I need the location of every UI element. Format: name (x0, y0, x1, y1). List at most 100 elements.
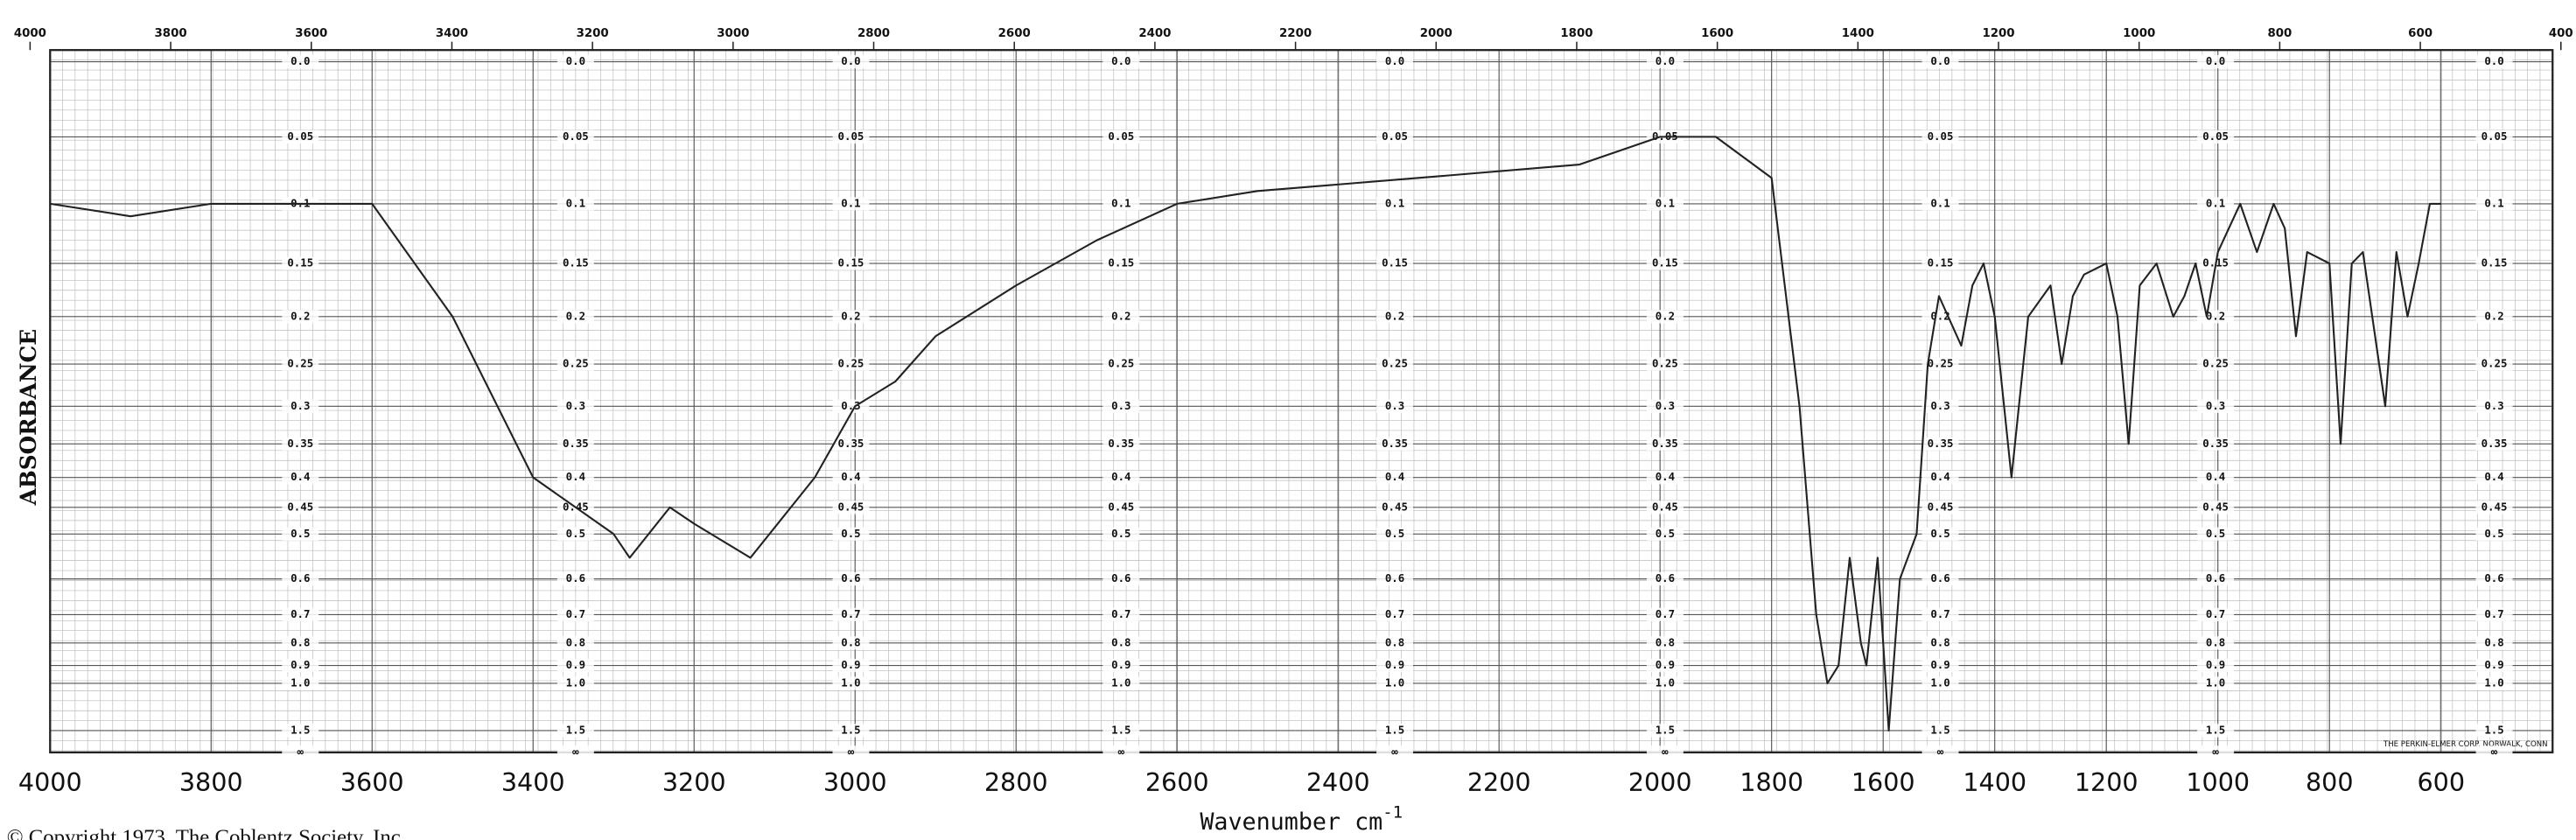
y-tick-label: 0.25 (2202, 357, 2229, 370)
y-tick-label: 0.5 (2484, 527, 2503, 540)
tick-label-bg (2197, 607, 2235, 622)
tick-label-bg (556, 399, 594, 413)
y-tick-label: 0.1 (566, 196, 585, 209)
tick-label-bg (2475, 607, 2513, 622)
tick-label-bg (2197, 571, 2235, 586)
y-tick-label: 0.1 (1385, 196, 1404, 209)
tick-label-bg (1646, 310, 1684, 324)
tick-label-bg (1646, 676, 1684, 690)
tick-label-bg (282, 571, 319, 586)
tick-label-bg (1376, 607, 1413, 622)
y-tick-label: 0.6 (1930, 571, 1950, 584)
tick-label-bg (1922, 197, 1959, 211)
tick-label-bg (282, 54, 319, 69)
y-tick-label: 0.0 (2484, 54, 2503, 67)
tick-label-bg (556, 724, 594, 738)
tick-label-bg (1646, 471, 1684, 485)
y-tick-label: 0.15 (1928, 256, 1954, 270)
tick-label-bg (282, 399, 319, 413)
y-tick-label: 0.2 (1385, 309, 1404, 322)
y-tick-label: 0.1 (841, 196, 860, 209)
x2-tick-label: 1200 (1982, 27, 2014, 40)
y-tick-label: 0.15 (563, 256, 589, 270)
y-tick-label: 0.0 (1385, 54, 1404, 67)
y-tick-label: 0.4 (1385, 470, 1404, 483)
x-tick-label: 2000 (1628, 767, 1692, 797)
tick-label-bg (832, 571, 870, 586)
x2-tick-label: 4000 (14, 27, 46, 40)
x2-tick-label: 800 (2267, 27, 2292, 40)
x2-tick-label: 1800 (1560, 27, 1592, 40)
y-tick-label: 0.0 (1930, 54, 1950, 67)
tick-label-bg (556, 636, 594, 650)
tick-label-bg (2475, 527, 2513, 541)
tick-label-bg (1102, 724, 1140, 738)
y-tick-label: ∞ (1662, 745, 1669, 758)
x2-tick-label: 1400 (1842, 27, 1874, 40)
y-tick-label: 1.5 (841, 723, 860, 736)
y-tick-label: 0.0 (841, 54, 860, 67)
x-tick-label: 2200 (1467, 767, 1531, 797)
tick-label-bg (832, 197, 870, 211)
tick-label-bg (2197, 130, 2235, 144)
y-tick-label: 0.4 (2206, 470, 2225, 483)
y-tick-label: 0.8 (2484, 635, 2503, 648)
tick-label-bg (832, 54, 870, 69)
y-tick-label: 0.05 (1108, 130, 1134, 143)
tick-label-bg (2475, 310, 2513, 324)
tick-label-bg (1376, 571, 1413, 586)
y-tick-label: 0.7 (1930, 607, 1950, 620)
y-tick-label: 0.05 (1382, 130, 1408, 143)
x2-tick-label: 600 (2408, 27, 2432, 40)
tick-label-bg (1376, 54, 1413, 69)
x-tick-label: 1400 (1963, 767, 2026, 797)
y-tick-label: 0.6 (841, 571, 860, 584)
tick-label-bg (1102, 676, 1140, 690)
tick-label-bg (556, 54, 594, 69)
y-tick-label: 0.9 (1111, 658, 1130, 671)
tick-label-bg (832, 607, 870, 622)
y-tick-label: 0.45 (1108, 500, 1134, 513)
tick-label-bg (1376, 437, 1413, 451)
y-tick-label: 0.7 (290, 607, 310, 620)
tick-label-bg (1102, 607, 1140, 622)
y-tick-label: 0.4 (566, 470, 585, 483)
y-tick-label: 0.45 (2482, 500, 2508, 513)
y-tick-label: 0.5 (1930, 527, 1950, 540)
y-tick-label: 1.0 (1656, 676, 1675, 689)
tick-label-bg (282, 676, 319, 690)
tick-label-bg (1922, 636, 1959, 650)
y-tick-label: 0.45 (2202, 500, 2229, 513)
tick-label-bg (2197, 54, 2235, 69)
tick-label-bg (832, 724, 870, 738)
y-tick-label: 0.35 (1382, 437, 1408, 450)
y-tick-label: 0.35 (287, 437, 313, 450)
tick-label-bg (2475, 658, 2513, 673)
tick-label-bg (832, 256, 870, 270)
y-tick-label: 0.7 (1385, 607, 1404, 620)
y-tick-label: 0.35 (1928, 437, 1954, 450)
tick-label-bg (1922, 527, 1959, 541)
tick-label-bg (2197, 636, 2235, 650)
tick-label-bg (832, 130, 870, 144)
tick-label-bg (1376, 471, 1413, 485)
x-tick-label: 600 (2417, 767, 2465, 797)
tick-label-bg (282, 256, 319, 270)
tick-label-bg (556, 310, 594, 324)
y-tick-label: ∞ (2491, 745, 2498, 758)
tick-label-bg (1102, 571, 1140, 586)
tick-label-bg (1102, 746, 1140, 760)
y-tick-label: 0.25 (838, 357, 864, 370)
y-tick-label: 0.8 (1930, 635, 1950, 648)
tick-label-bg (1922, 437, 1959, 451)
tick-label-bg (282, 658, 319, 673)
tick-label-bg (1922, 571, 1959, 586)
tick-label-bg (2197, 527, 2235, 541)
y-tick-label: 0.2 (2484, 309, 2503, 322)
tick-label-bg (1922, 746, 1959, 760)
y-tick-label: 0.2 (841, 309, 860, 322)
y-tick-label: 0.3 (1656, 399, 1675, 412)
tick-label-bg (1646, 527, 1684, 541)
y-tick-label: 0.9 (1385, 658, 1404, 671)
